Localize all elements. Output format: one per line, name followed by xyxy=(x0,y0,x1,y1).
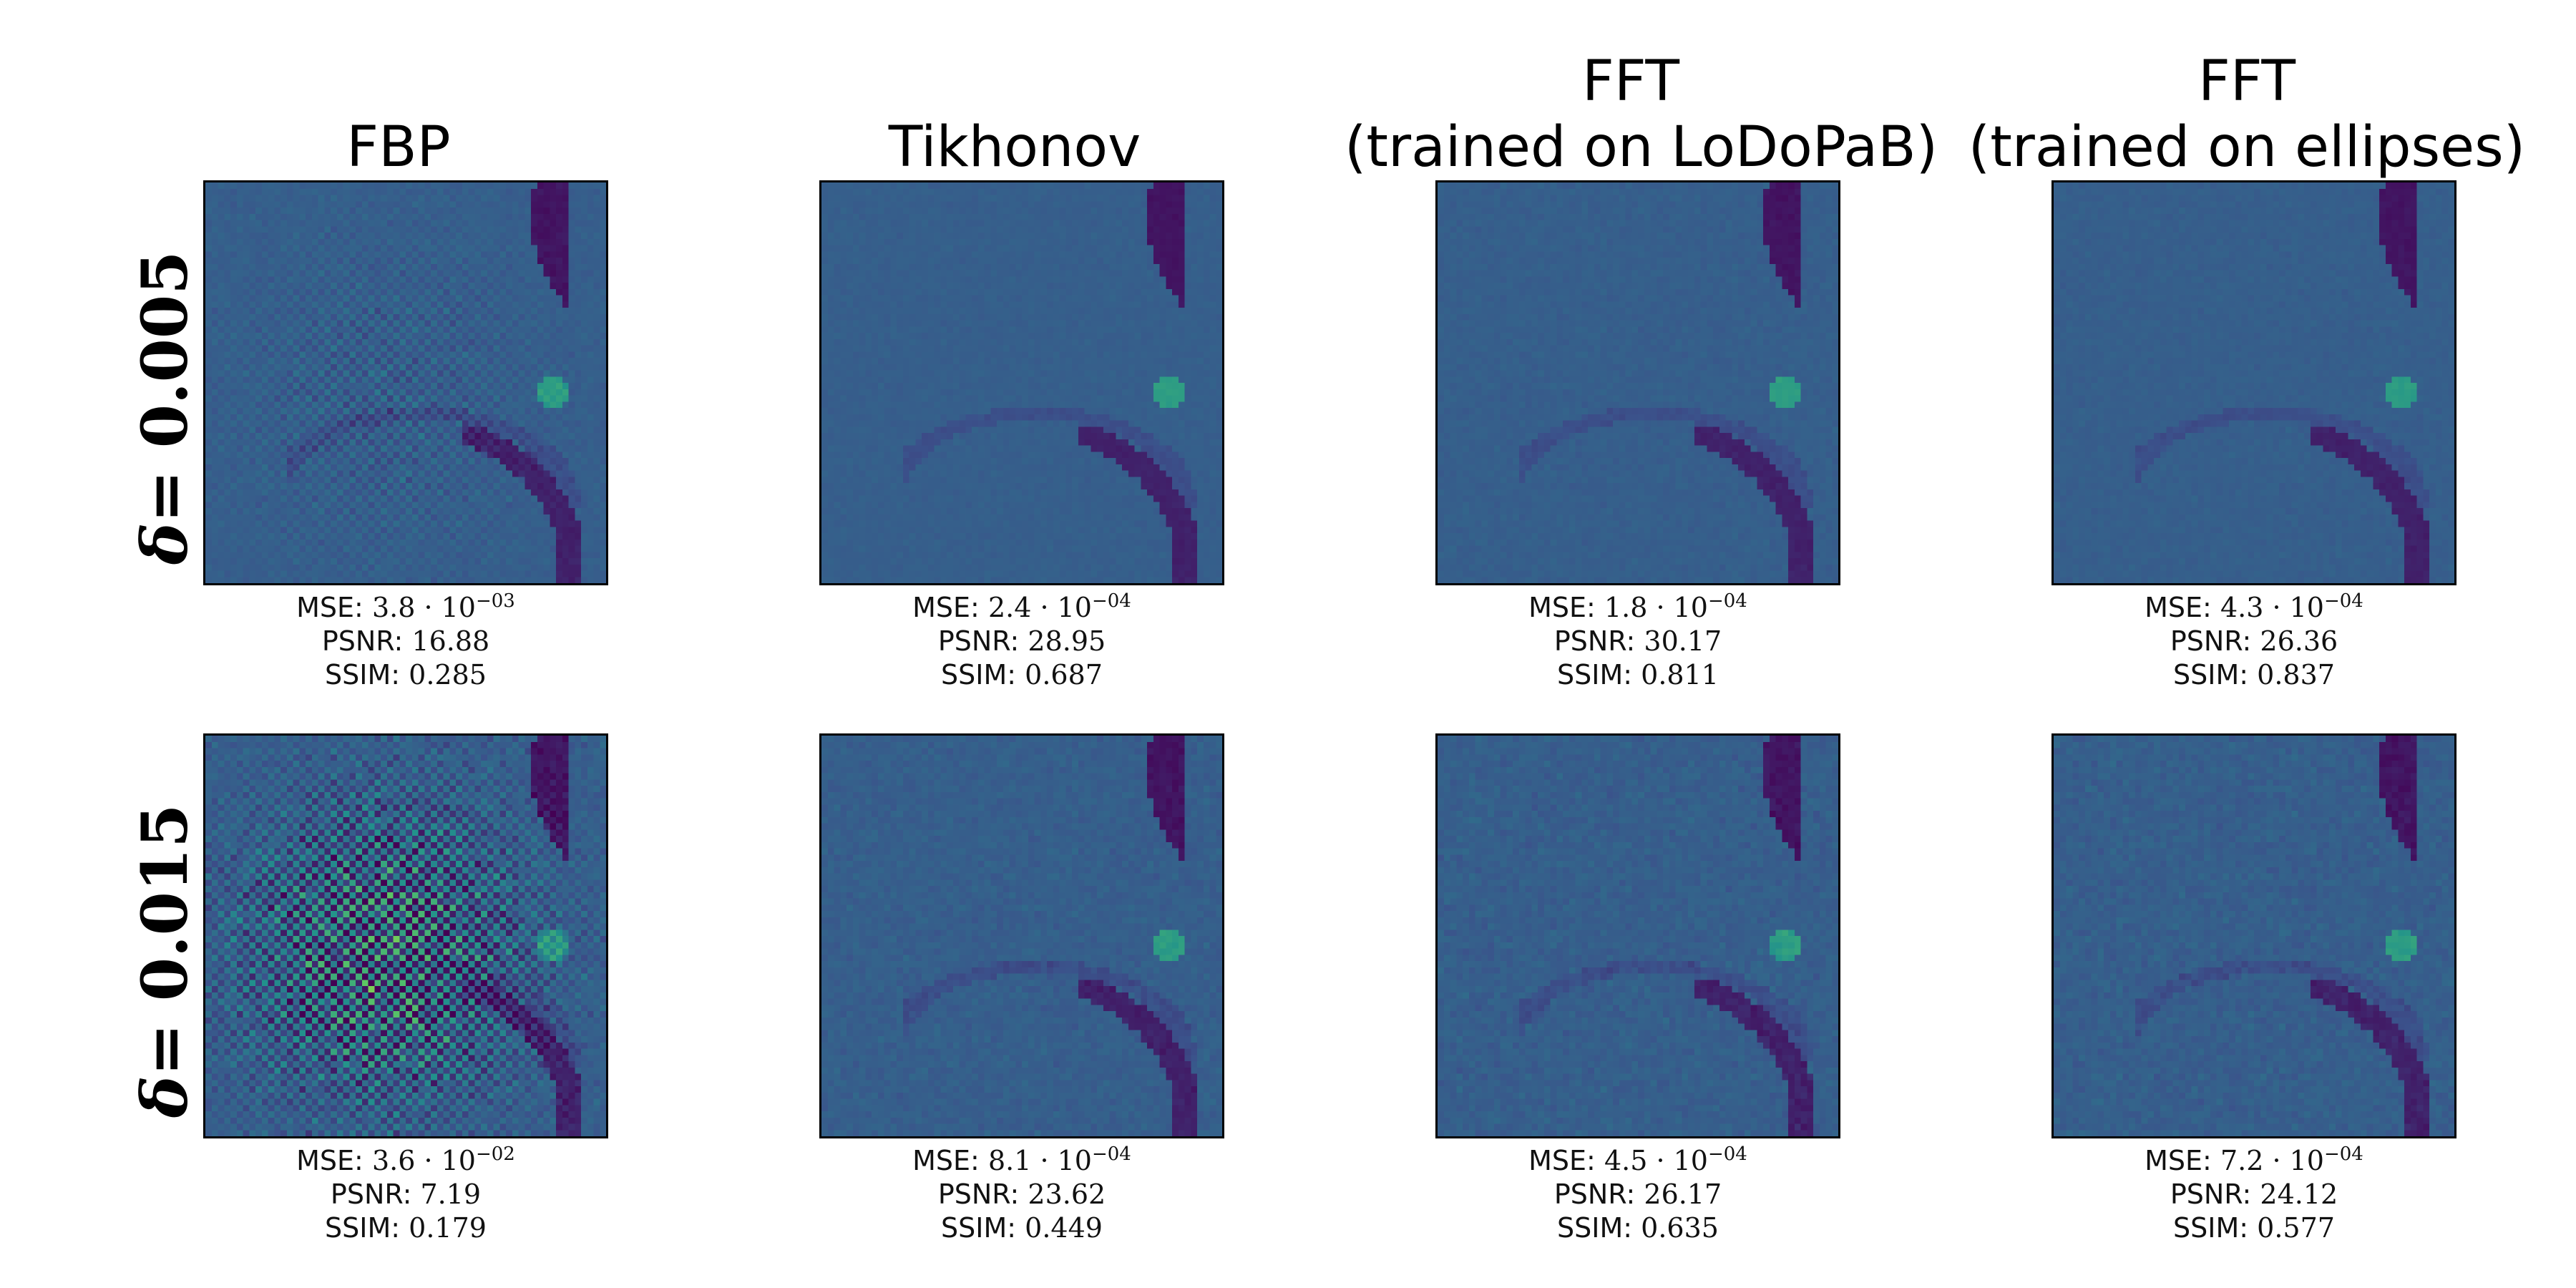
metrics-fft-lodopab-row2: MSE: 4.5 · 10−04 PSNR: 26.17 SSIM: 0.635 xyxy=(1409,1144,1867,1245)
delta-symbol: δ xyxy=(127,1075,202,1118)
mse-line: MSE: 2.4 · 10−04 xyxy=(912,590,1131,623)
metrics-tikhonov-row1: MSE: 2.4 · 10−04 PSNR: 28.95 SSIM: 0.687 xyxy=(793,591,1251,692)
reconstruction-image-fft-lodopab-row2 xyxy=(1435,733,1840,1138)
psnr-line: PSNR: 26.17 xyxy=(1553,1179,1722,1210)
metrics-tikhonov-row2: MSE: 8.1 · 10−04 PSNR: 23.62 SSIM: 0.449 xyxy=(793,1144,1251,1245)
psnr-line: PSNR: 16.88 xyxy=(321,625,490,657)
reconstruction-image-fbp-row1 xyxy=(203,180,608,585)
delta-value: = 0.005 xyxy=(127,250,202,523)
ssim-line: SSIM: 0.179 xyxy=(325,1212,487,1244)
metrics-fbp-row1: MSE: 3.8 · 10−03 PSNR: 16.88 SSIM: 0.285 xyxy=(177,591,635,692)
delta-value: = 0.015 xyxy=(127,804,202,1076)
column-title-fbp: FBP xyxy=(346,115,451,180)
reconstruction-image-fft-lodopab-row1 xyxy=(1435,180,1840,585)
column-title-tikhonov: Tikhonov xyxy=(888,115,1141,180)
metrics-fft-ellipses-row2: MSE: 7.2 · 10−04 PSNR: 24.12 SSIM: 0.577 xyxy=(2025,1144,2483,1245)
psnr-line: PSNR: 30.17 xyxy=(1553,625,1722,657)
mse-line: MSE: 7.2 · 10−04 xyxy=(2145,1143,2363,1176)
reconstruction-image-tikhonov-row1 xyxy=(819,180,1224,585)
metrics-fft-lodopab-row1: MSE: 1.8 · 10−04 PSNR: 30.17 SSIM: 0.811 xyxy=(1409,591,1867,692)
metrics-fbp-row2: MSE: 3.6 · 10−02 PSNR: 7.19 SSIM: 0.179 xyxy=(177,1144,635,1245)
row-label-delta-0015: δ= 0.015 xyxy=(127,732,202,1190)
ssim-line: SSIM: 0.811 xyxy=(1557,659,1719,691)
mse-line: MSE: 3.8 · 10−03 xyxy=(296,590,515,623)
mse-line: MSE: 1.8 · 10−04 xyxy=(1528,590,1747,623)
mse-line: MSE: 4.5 · 10−04 xyxy=(1528,1143,1747,1176)
ssim-line: SSIM: 0.285 xyxy=(325,659,487,691)
psnr-line: PSNR: 7.19 xyxy=(330,1179,482,1210)
metrics-fft-ellipses-row1: MSE: 4.3 · 10−04 PSNR: 26.36 SSIM: 0.837 xyxy=(2025,591,2483,692)
psnr-line: PSNR: 24.12 xyxy=(2170,1179,2338,1210)
ssim-line: SSIM: 0.837 xyxy=(2173,659,2335,691)
reconstruction-image-fbp-row2 xyxy=(203,733,608,1138)
psnr-line: PSNR: 26.36 xyxy=(2170,625,2338,657)
column-title-fft-lodopab: FFT (trained on LoDoPaB) xyxy=(1345,49,1938,180)
ssim-line: SSIM: 0.577 xyxy=(2173,1212,2335,1244)
row-label-delta-0005: δ= 0.005 xyxy=(127,179,202,637)
psnr-line: PSNR: 23.62 xyxy=(937,1179,1106,1210)
psnr-line: PSNR: 28.95 xyxy=(937,625,1106,657)
ssim-line: SSIM: 0.635 xyxy=(1557,1212,1719,1244)
mse-line: MSE: 4.3 · 10−04 xyxy=(2145,590,2363,623)
reconstruction-image-fft-ellipses-row1 xyxy=(2051,180,2457,585)
reconstruction-image-tikhonov-row2 xyxy=(819,733,1224,1138)
ssim-line: SSIM: 0.687 xyxy=(941,659,1103,691)
mse-line: MSE: 3.6 · 10−02 xyxy=(296,1143,515,1176)
mse-line: MSE: 8.1 · 10−04 xyxy=(912,1143,1131,1176)
reconstruction-image-fft-ellipses-row2 xyxy=(2051,733,2457,1138)
delta-symbol: δ xyxy=(127,522,202,565)
ssim-line: SSIM: 0.449 xyxy=(941,1212,1103,1244)
column-title-fft-ellipses: FFT (trained on ellipses) xyxy=(1968,49,2526,180)
